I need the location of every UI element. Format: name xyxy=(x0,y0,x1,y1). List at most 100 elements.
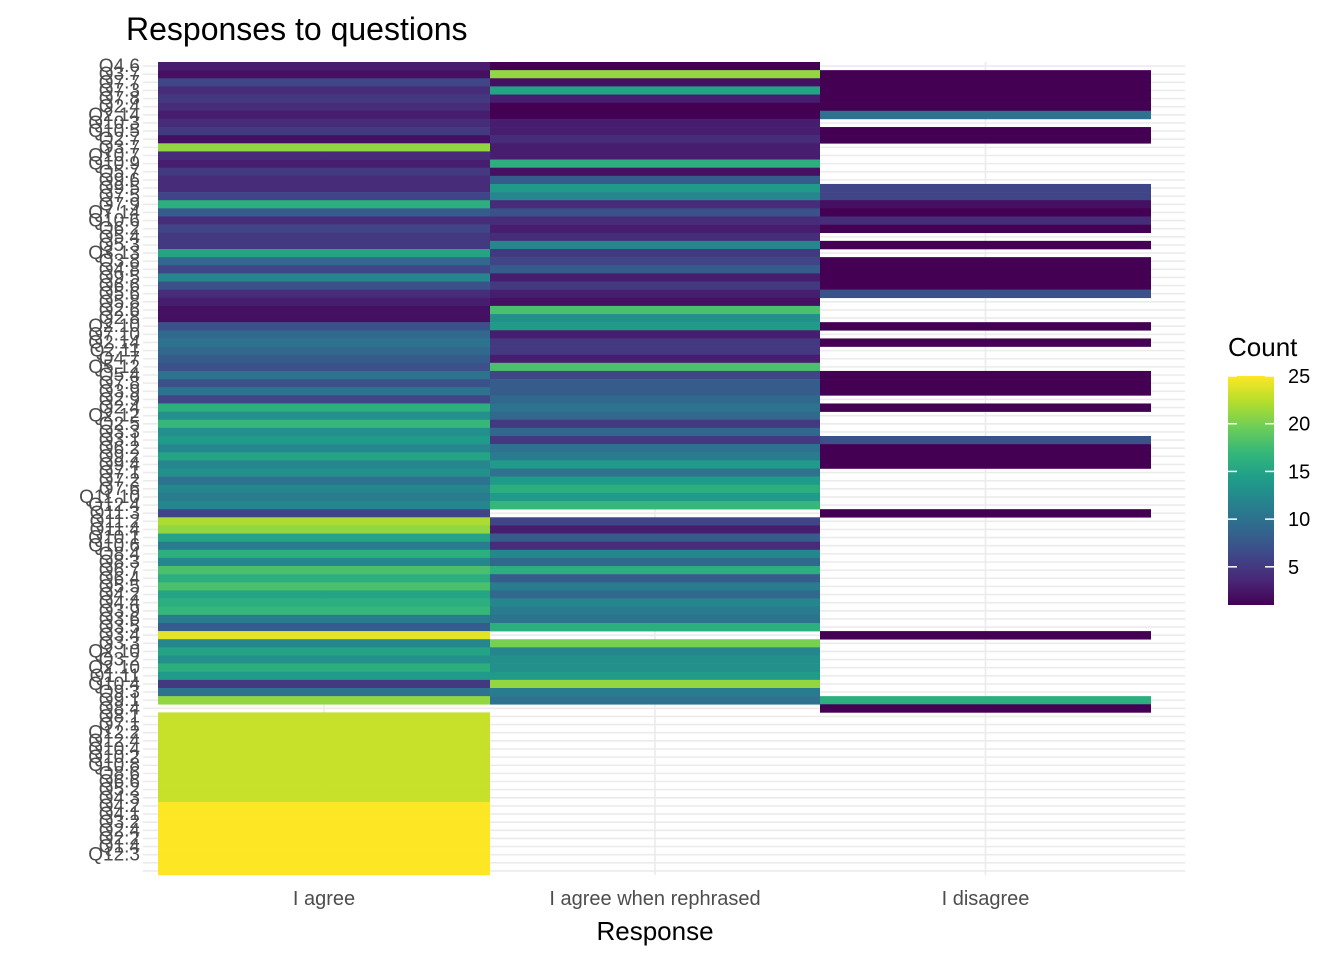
heatmap-cell xyxy=(158,655,490,664)
heatmap-cell xyxy=(158,614,490,624)
y-tick-label: Q6.4 xyxy=(99,568,141,589)
heatmap-cell xyxy=(490,639,820,648)
heatmap-cell xyxy=(158,135,490,144)
heatmap-cell xyxy=(490,151,820,160)
heatmap-cell xyxy=(490,118,820,128)
heatmap-cell xyxy=(820,224,1151,234)
heatmap-cell xyxy=(158,427,490,437)
heatmap-cell xyxy=(490,338,820,347)
heatmap-cell xyxy=(490,566,820,575)
y-tick-label: Q3.7 xyxy=(99,64,140,85)
heatmap-cell xyxy=(490,606,820,616)
heatmap-cell xyxy=(820,102,1151,112)
y-tick-label: Q2.4 xyxy=(99,97,141,118)
y-tick-label: Q5.4 xyxy=(99,365,141,386)
heatmap-cell xyxy=(158,411,490,421)
heatmap-cell xyxy=(158,322,490,331)
heatmap-cell xyxy=(158,232,490,242)
legend-tick-label: 10 xyxy=(1288,509,1310,531)
heatmap-cell xyxy=(158,167,490,177)
y-tick-label: Q8.1 xyxy=(99,706,140,727)
heatmap-cell xyxy=(820,208,1151,217)
heatmap-cell xyxy=(820,338,1151,347)
heatmap-cell xyxy=(490,86,820,95)
heatmap-cell xyxy=(158,370,490,380)
y-tick-label: Q3.8 xyxy=(99,251,140,272)
y-tick-label: Q4.8 xyxy=(99,259,140,280)
heatmap-cell xyxy=(490,492,820,502)
heatmap-cell xyxy=(158,468,490,477)
heatmap-cell xyxy=(490,305,820,315)
heatmap-cell xyxy=(490,411,820,421)
heatmap-cell xyxy=(158,240,490,250)
heatmap-cell xyxy=(820,281,1151,290)
y-tick-label: Q10.4 xyxy=(88,674,140,695)
heatmap-cell xyxy=(158,151,490,160)
heatmap-cell xyxy=(490,574,820,583)
heatmap-cell xyxy=(158,208,490,217)
heatmap-cell xyxy=(490,240,820,250)
heatmap-cell xyxy=(158,159,490,168)
heatmap-cell xyxy=(490,289,820,299)
heatmap-cell xyxy=(158,509,490,518)
heatmap-cell xyxy=(158,297,490,307)
heatmap-cell xyxy=(490,273,820,282)
y-tick-label: Q5.4 xyxy=(99,227,141,248)
heatmap-cell xyxy=(490,379,820,388)
y-tick-label: Q10.5 xyxy=(88,121,140,142)
x-tick-label: I agree xyxy=(293,888,355,910)
y-tick-label: Q5.2 xyxy=(99,780,140,801)
heatmap-cell xyxy=(820,509,1151,518)
y-tick-label: Q12.2 xyxy=(88,723,140,744)
heatmap-cell xyxy=(158,590,490,599)
y-tick-label: Q11.4 xyxy=(90,519,141,540)
heatmap-cell xyxy=(490,419,820,429)
heatmap-cell xyxy=(158,525,490,534)
heatmap-cell xyxy=(158,517,490,526)
heatmap-cell xyxy=(158,639,490,648)
y-tick-label: Q3.2 xyxy=(99,812,140,833)
y-tick-label: Q4.2 xyxy=(99,585,140,606)
y-tick-label: Q7.6 xyxy=(99,479,140,500)
y-tick-label: Q3.4 xyxy=(99,625,141,646)
heatmap-cell xyxy=(158,728,490,738)
heatmap-cell xyxy=(820,273,1151,282)
heatmap-cell xyxy=(490,127,820,136)
heatmap-cell xyxy=(158,78,490,87)
heatmap-cell xyxy=(490,590,820,599)
heatmap-cell xyxy=(158,362,490,372)
heatmap-cell xyxy=(820,257,1151,266)
heatmap-cell xyxy=(490,232,820,242)
heatmap-cell xyxy=(158,842,490,851)
heatmap-cell xyxy=(490,444,820,453)
heatmap-cell xyxy=(158,598,490,608)
heatmap-cell xyxy=(158,736,490,746)
y-tick-label: Q3.3 xyxy=(99,422,140,443)
heatmap-cells xyxy=(158,62,1151,876)
heatmap-cell xyxy=(158,305,490,315)
heatmap-cell xyxy=(490,346,820,355)
heatmap-cell xyxy=(820,435,1151,445)
heatmap-cell xyxy=(490,281,820,290)
heatmap-cell xyxy=(158,501,490,510)
heatmap-cell xyxy=(490,582,820,591)
y-tick-label: Q4.7 xyxy=(99,349,140,370)
y-tick-label: Q8.4 xyxy=(99,544,141,565)
legend-tick-label: 15 xyxy=(1288,461,1310,483)
y-tick-label: Q2.4 xyxy=(99,398,141,419)
heatmap-cell xyxy=(490,663,820,673)
heatmap-cell xyxy=(490,671,820,681)
heatmap-cell xyxy=(158,379,490,388)
y-tick-label: Q11.10 xyxy=(79,487,140,508)
y-tick-label: Q11.3 xyxy=(90,503,140,524)
y-tick-label: Q7.8 xyxy=(99,373,140,394)
heatmap-cell xyxy=(158,175,490,185)
heatmap-cell xyxy=(490,655,820,664)
y-tick-label: Q6.6 xyxy=(99,276,140,297)
y-tick-label: Q9.2 xyxy=(99,446,140,467)
heatmap-cell xyxy=(820,452,1151,461)
heatmap-cell xyxy=(158,444,490,453)
legend-ticks: 5 10 15 20 25 xyxy=(1228,366,1310,579)
heatmap-cell xyxy=(820,135,1151,144)
y-tick-label: Q1.4 xyxy=(99,837,141,858)
